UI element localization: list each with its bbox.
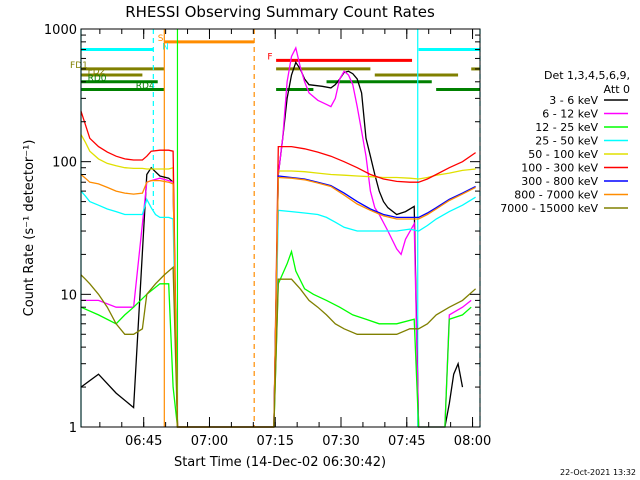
- legend-label-6: 300 - 800 keV: [521, 175, 598, 188]
- flag-label-3: F: [267, 52, 272, 62]
- flag-label-6: RD0: [88, 74, 107, 84]
- flag-label-7: RD4: [136, 81, 155, 91]
- series-line-2: [80, 249, 472, 428]
- legend-header-1: Att 0: [604, 83, 630, 96]
- date-stamp: 22-Oct-2021 13:32: [560, 468, 636, 477]
- series-line-7: [80, 174, 476, 428]
- legend-label-7: 800 - 7000 keV: [514, 189, 598, 202]
- legend-label-8: 7000 - 15000 keV: [500, 202, 598, 215]
- series-line-6: [273, 175, 476, 428]
- y-tick-label-0: 1: [69, 421, 77, 436]
- legend-label-4: 50 - 100 keV: [528, 148, 598, 161]
- series-line-1: [81, 46, 472, 428]
- legend-label-1: 6 - 12 keV: [542, 108, 598, 121]
- x-tick-label-3: 07:30: [322, 434, 359, 449]
- chart-title: RHESSI Observing Summary Count Rates: [125, 3, 435, 21]
- legend-header-0: Det 1,3,4,5,6,9,: [544, 69, 630, 82]
- x-tick-label-5: 08:00: [454, 434, 491, 449]
- y-tick-label-1: 10: [60, 288, 77, 303]
- x-tick-label-2: 07:15: [257, 434, 294, 449]
- x-tick-label-1: 07:00: [191, 434, 228, 449]
- series-line-5: [80, 110, 476, 428]
- series-line-0: [80, 60, 464, 428]
- series-line-8: [80, 265, 477, 428]
- flag-label-2: N: [162, 42, 169, 52]
- legend-label-3: 25 - 50 keV: [535, 135, 598, 148]
- x-tick-label-0: 06:45: [125, 434, 162, 449]
- x-tick-label-4: 07:45: [388, 434, 425, 449]
- y-tick-label-3: 1000: [44, 23, 77, 38]
- y-tick-label-2: 100: [52, 156, 77, 171]
- flag-label-1: S: [158, 34, 164, 44]
- legend-label-5: 100 - 300 keV: [521, 162, 598, 175]
- data-series: [80, 46, 477, 428]
- legend-label-0: 3 - 6 keV: [549, 94, 598, 107]
- plot-frame: [80, 28, 481, 428]
- y-axis-label: Count Rate (s⁻¹ detector⁻¹): [22, 140, 37, 317]
- series-line-4: [80, 134, 476, 428]
- flag-label-4: FD1: [70, 61, 88, 71]
- x-axis-label: Start Time (14-Dec-02 06:30:42): [174, 455, 386, 470]
- flag-label-5: FD2: [88, 67, 106, 77]
- legend-label-2: 12 - 25 keV: [535, 121, 598, 134]
- axes: 1 10 100 1000 06:45 07:00 07:15 07:30 07:45 08:00: [44, 23, 491, 449]
